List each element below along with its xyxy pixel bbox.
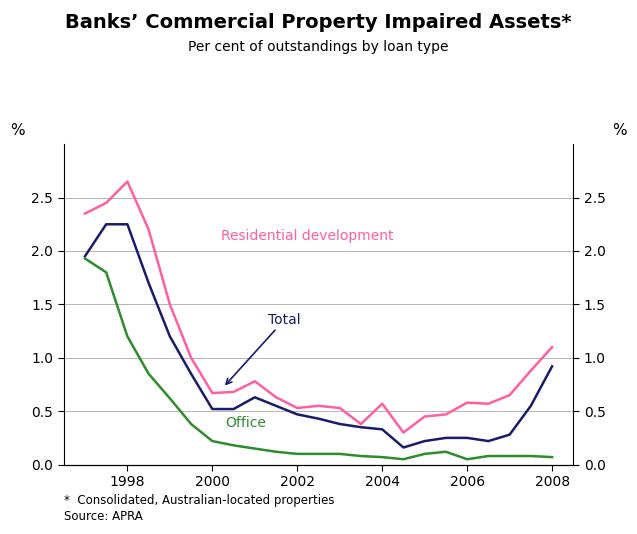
- Text: *  Consolidated, Australian-located properties: * Consolidated, Australian-located prope…: [64, 494, 334, 507]
- Text: Total: Total: [226, 313, 300, 384]
- Text: Source: APRA: Source: APRA: [64, 510, 143, 523]
- Text: %: %: [612, 123, 626, 138]
- Text: Residential development: Residential development: [221, 229, 393, 244]
- Text: Per cent of outstandings by loan type: Per cent of outstandings by loan type: [189, 40, 448, 54]
- Text: Office: Office: [225, 416, 266, 430]
- Text: %: %: [11, 123, 25, 138]
- Text: Banks’ Commercial Property Impaired Assets*: Banks’ Commercial Property Impaired Asse…: [65, 13, 572, 33]
